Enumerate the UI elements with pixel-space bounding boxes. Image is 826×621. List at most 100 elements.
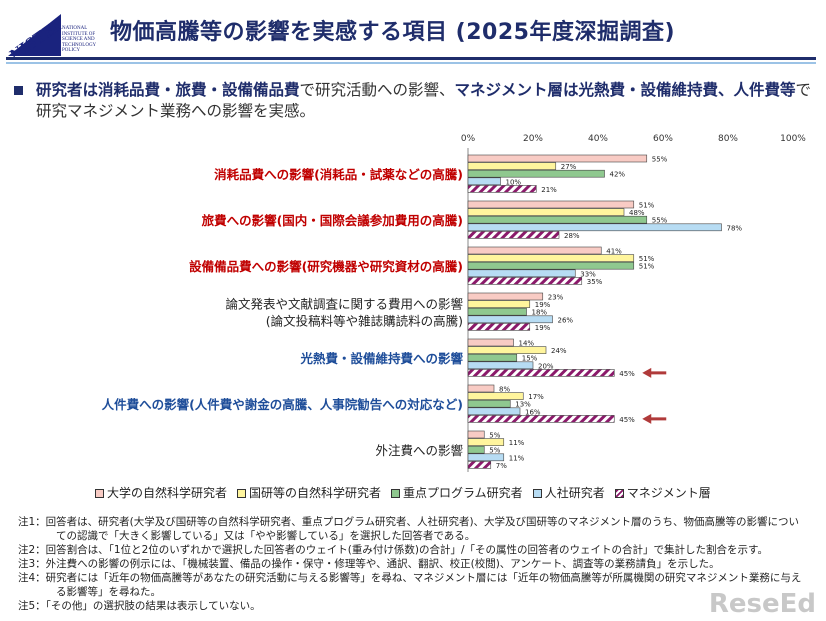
bar [467,277,583,285]
data-label: 55% [652,217,668,225]
data-label: 55% [652,156,668,164]
bar [467,223,722,232]
data-label: 23% [548,294,564,302]
data-label: 24% [551,347,567,355]
bar [467,307,527,316]
x-tick-label: 60% [653,134,673,144]
bar [467,384,495,393]
data-label: 13% [515,401,531,409]
legend-item: マネジメント層 [614,484,711,501]
bar [467,407,521,416]
bar [467,415,615,423]
category-label: (論文投稿料等や雑誌購読料の高騰) [266,314,463,329]
bar [467,169,605,178]
legend-label: 人社研究者 [544,486,605,500]
arrow-icon [642,367,667,378]
data-label: 27% [561,163,577,171]
data-label: 5% [489,447,500,455]
data-label: 17% [528,393,544,401]
page-title: 物価高騰等の影響を実感する項目 (2025年度深掘調査) [110,20,676,45]
bar-chart: 0% 20% 40% 60% 80% 100% 消耗品費への影響(消耗品・試薬などの高騰) 5… [102,134,806,472]
bar [467,292,544,301]
lead-text: 研究者は消耗品費・旅費・設備備品費で研究活動への影響、マネジメント層は光熱費・設… [36,81,812,120]
data-label: 26% [558,316,574,324]
bar [467,185,537,193]
divider [6,57,816,60]
legend-swatch [237,489,247,498]
bar [467,177,501,186]
bar [467,246,602,255]
data-label: 51% [639,263,655,271]
legend-swatch [95,489,104,498]
arrow-icon [642,413,667,424]
data-label: 28% [564,232,580,240]
note: 注5：「その他」の選択肢の結果は表示していない。 [18,600,261,612]
data-label: 11% [509,439,525,447]
bar [467,200,635,209]
x-tick-label: 0% [461,134,476,144]
legend-label: マネジメント層 [626,486,711,500]
bar [467,369,615,377]
bar [467,392,524,400]
data-label: 51% [639,202,655,210]
data-label: 19% [535,324,551,332]
legend-label: 国研等の自然科学研究者 [249,486,382,500]
bar [467,399,511,408]
data-label: 20% [538,362,554,370]
bar [467,269,576,278]
bar [467,338,514,347]
bullet-icon [14,86,23,95]
data-label: 8% [499,386,510,394]
data-label: 10% [506,178,522,186]
bar [467,361,534,370]
legend-swatch [532,489,542,498]
legend-item: 人社研究者 [532,484,605,501]
data-label: 14% [519,340,535,348]
divider [6,62,816,64]
data-label: 41% [606,248,622,256]
bar [467,461,492,469]
data-label: 15% [522,355,538,363]
x-tick-label: 80% [718,134,738,144]
legend-swatch [614,489,624,498]
note: 注2：回答割合は、「1位と2位のいずれかで選択した回答者のウェイト(重み付け係数… [18,544,768,556]
bar [467,346,547,354]
bar [467,315,553,324]
data-label: 33% [580,270,596,278]
data-label: 48% [629,209,645,217]
bar [467,453,505,462]
notes: 注1：回答者は、研究者(大学及び国研等の自然科学研究者、重点プログラム研究者、人… [18,515,808,613]
logo-subtitle: NATIONAL INSTITUTE OF SCIENCE AND TECHNOLOG… [62,26,97,53]
bar [467,162,557,170]
bar [467,430,485,439]
legend-label: 大学の自然科学研究者 [107,486,228,500]
legend: 大学の自然科学研究者 国研等の自然科学研究者 重点プログラム研究者 人社研究者 マネジメ… [95,484,711,501]
data-label: 51% [639,255,655,263]
x-tick-label: 20% [523,134,543,144]
data-label: 42% [610,171,626,179]
bar [467,208,625,216]
bar [467,215,648,224]
category-label: 光熱費・設備維持費への影響 [299,351,463,366]
legend-swatch [391,489,401,498]
x-tick-label: 40% [588,134,608,144]
data-label: 11% [509,454,525,462]
nistep-logo: NISTEP [6,14,67,58]
note: 注1：回答者は、研究者(大学及び国研等の自然科学研究者、重点プログラム研究者、人… [18,516,800,542]
bar [467,353,518,362]
data-label: 35% [587,278,603,286]
data-label: 5% [489,432,500,440]
note: 注3：外注費への影響の例示には、「機械装置、備品の操作・保守・修理等や、通訳、翻… [18,558,720,570]
bar [467,445,485,454]
data-label: 19% [535,301,551,309]
data-label: 21% [541,186,557,194]
watermark: ReseEd [708,589,816,619]
legend-label: 重点プログラム研究者 [403,486,523,500]
note: 注4：研究者には「近年の物価高騰等があなたの研究活動に与える影響等」を尋ね、マネ… [18,572,802,598]
category-label: 旅費への影響(国内・国際会議参加費用の高騰) [201,213,463,228]
legend-item: 大学の自然科学研究者 [95,484,227,501]
category-label: 消耗品費への影響(消耗品・試薬などの高騰) [214,167,463,182]
bar [467,231,560,239]
data-label: 7% [496,462,507,470]
